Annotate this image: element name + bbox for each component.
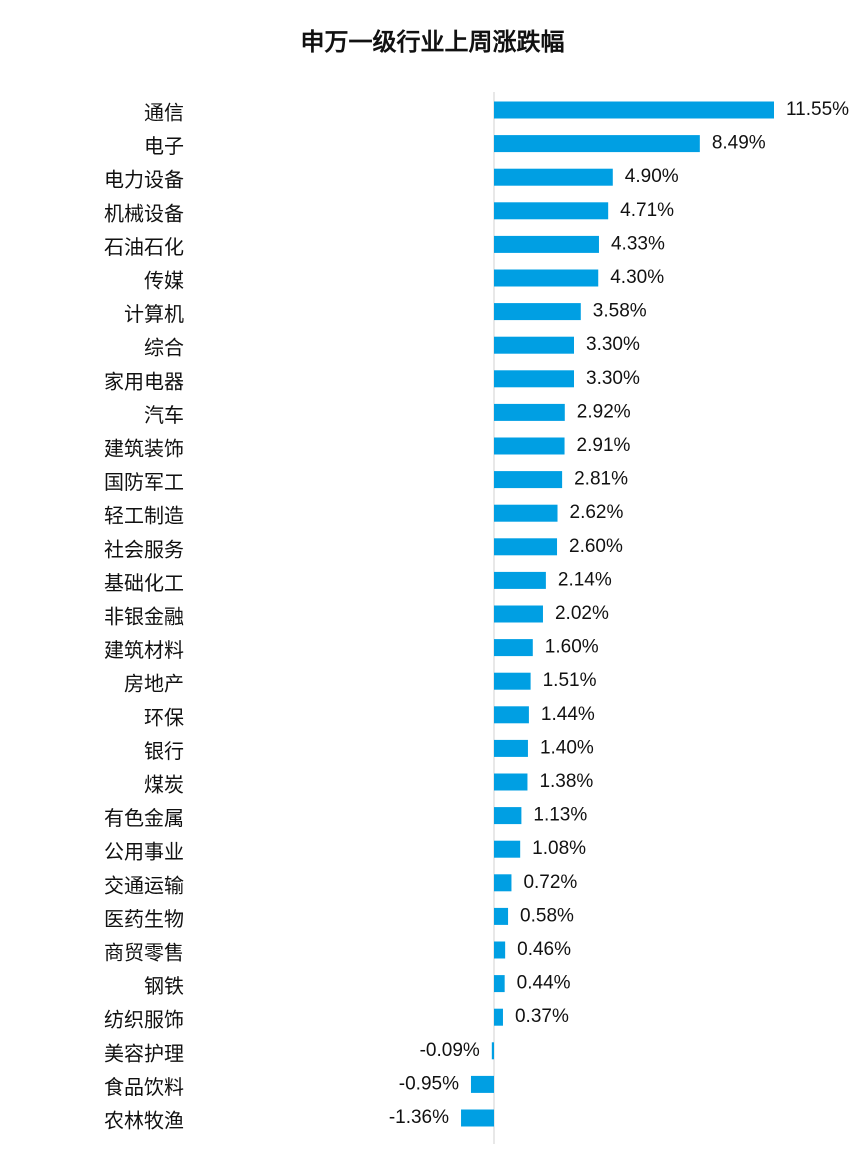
category-label: 纺织服饰 [104,1008,184,1032]
bars-layer [461,101,774,1127]
data-label: -0.95% [399,1073,459,1094]
bar-16 [494,639,533,657]
category-label: 钢铁 [144,974,184,998]
category-label: 有色金属 [104,806,184,830]
data-label: 4.30% [610,267,664,288]
data-label: 0.44% [517,973,571,994]
data-label: 4.33% [611,233,665,254]
bar-14 [494,571,546,589]
category-label: 公用事业 [104,840,184,864]
bar-8 [494,370,574,388]
category-label: 机械设备 [104,201,184,225]
bar-6 [494,303,581,321]
data-label: 1.38% [539,771,593,792]
data-label: 1.40% [540,737,594,758]
category-label: 家用电器 [104,369,184,393]
data-label: 1.51% [543,670,597,691]
category-label: 国防军工 [104,470,184,494]
data-label: 0.37% [515,1006,569,1027]
data-label: 1.13% [533,805,587,826]
data-label: 2.14% [558,569,612,590]
data-label: 2.81% [574,469,628,490]
category-label: 商贸零售 [104,941,184,965]
bar-18 [494,706,529,724]
category-label: 环保 [144,705,184,729]
category-label: 石油石化 [104,235,184,259]
bar-13 [494,538,558,556]
bar-9 [494,403,565,421]
bar-12 [494,504,558,522]
bar-11 [494,471,563,489]
category-label: 综合 [144,336,184,360]
data-label: 2.92% [577,401,631,422]
data-label: 3.30% [586,334,640,355]
data-label: -0.09% [420,1040,480,1061]
data-label: 4.90% [625,166,679,187]
bar-24 [494,907,509,925]
data-label: 3.30% [586,368,640,389]
category-label: 交通运输 [104,873,184,897]
labels-layer: 通信 11.55% 电子 8.49% 电力设备 4.90% 机械设备 4.71% 石油石化 4.3… [104,99,849,1132]
category-label: 电力设备 [104,168,184,192]
bar-30 [461,1109,494,1127]
bar-3 [494,202,609,220]
category-label: 医药生物 [104,907,184,931]
data-label: 3.58% [593,301,647,322]
bar-20 [494,773,528,791]
bar-23 [494,874,512,892]
data-label: 1.08% [532,838,586,859]
category-label: 食品饮料 [104,1075,184,1099]
bar-27 [494,1008,503,1026]
data-label: 2.62% [570,502,624,523]
category-label: 轻工制造 [104,504,184,528]
data-label: 0.58% [520,905,574,926]
data-label: 2.02% [555,603,609,624]
category-label: 建筑材料 [104,638,184,662]
bar-2 [494,168,613,186]
category-label: 电子 [144,134,184,158]
data-label: 8.49% [712,133,766,154]
category-label: 社会服务 [104,537,184,561]
bar-0 [494,101,774,119]
category-label: 非银金融 [104,605,184,629]
category-label: 通信 [144,101,184,125]
chart-title: 申万一级行业上周涨跌幅 [300,28,565,56]
category-label: 建筑装饰 [104,437,184,461]
category-label: 煤炭 [144,773,184,797]
bar-29 [470,1075,494,1093]
bar-5 [494,269,599,287]
data-label: 11.55% [786,99,849,120]
category-label: 汽车 [144,403,184,427]
data-label: 2.60% [569,536,623,557]
bar-1 [494,135,700,153]
bar-15 [494,605,543,623]
category-label: 基础化工 [104,571,184,595]
data-label: -1.36% [389,1107,449,1128]
bar-26 [494,975,505,993]
data-label: 2.91% [577,435,631,456]
bar-10 [494,437,565,455]
category-label: 农林牧渔 [104,1109,184,1133]
category-label: 传媒 [144,269,184,293]
data-label: 0.72% [523,872,577,893]
bar-28 [491,1042,494,1060]
bar-25 [494,941,506,959]
bar-22 [494,840,521,858]
category-label: 银行 [144,739,184,763]
bar-4 [494,235,599,253]
bar-21 [494,807,522,825]
bar-7 [494,336,574,354]
bar-19 [494,739,528,757]
data-label: 0.46% [517,939,571,960]
data-label: 1.60% [545,637,599,658]
category-label: 计算机 [124,302,184,326]
data-label: 4.71% [620,200,674,221]
bar-17 [494,672,531,690]
category-label: 房地产 [124,672,184,696]
category-label: 美容护理 [104,1041,184,1065]
data-label: 1.44% [541,704,595,725]
